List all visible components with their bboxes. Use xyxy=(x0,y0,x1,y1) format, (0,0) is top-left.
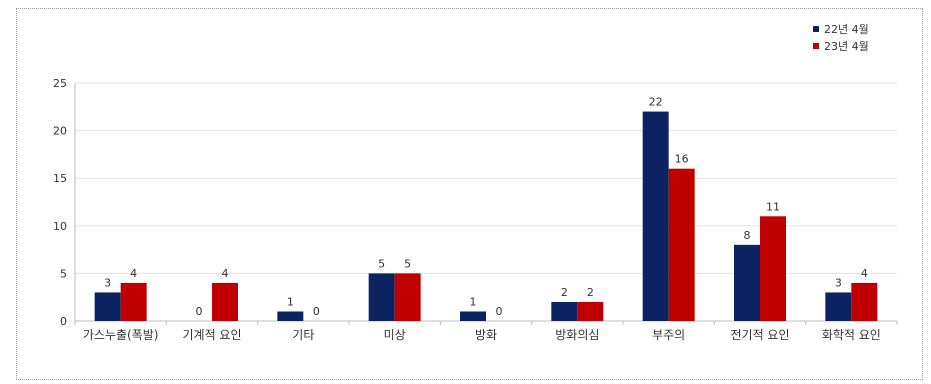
legend-swatch xyxy=(813,43,819,49)
x-tick-label: 방화 xyxy=(475,328,497,342)
y-tick-label: 5 xyxy=(60,267,67,280)
data-label: 8 xyxy=(744,229,751,242)
data-label: 4 xyxy=(861,267,868,280)
data-label: 0 xyxy=(313,305,320,318)
bar-series-2 xyxy=(668,168,695,321)
bar-series-1 xyxy=(460,311,486,321)
x-tick-label: 전기적 요인 xyxy=(730,328,789,342)
legend-label: 23년 4월 xyxy=(824,40,869,53)
data-label: 3 xyxy=(835,276,842,289)
bar-series-1 xyxy=(734,244,760,321)
bar-series-2 xyxy=(577,301,604,321)
data-label: 16 xyxy=(675,153,689,166)
legend-swatch xyxy=(813,26,819,32)
data-label: 0 xyxy=(496,305,503,318)
x-tick-label: 기계적 요인 xyxy=(182,328,241,342)
y-tick-label: 20 xyxy=(53,125,67,138)
x-tick-label: 기타 xyxy=(292,328,314,342)
bar-series-2 xyxy=(760,216,786,321)
bar-series-2 xyxy=(120,282,147,321)
data-label: 5 xyxy=(378,257,385,270)
data-label: 22 xyxy=(649,96,663,109)
data-label: 4 xyxy=(130,267,137,280)
y-tick-label: 15 xyxy=(53,172,67,185)
data-label: 0 xyxy=(196,305,203,318)
data-label: 3 xyxy=(104,276,111,289)
legend-label: 22년 4월 xyxy=(824,23,869,36)
y-tick-label: 0 xyxy=(60,315,67,328)
x-tick-label: 방화의심 xyxy=(555,328,599,342)
legend: 22년 4월 23년 4월 xyxy=(813,23,869,53)
x-tick-label: 가스누출(폭발) xyxy=(83,328,159,342)
data-label: 1 xyxy=(287,295,294,308)
bar-series-1 xyxy=(277,311,304,321)
bars xyxy=(94,111,878,321)
data-label: 2 xyxy=(561,286,568,299)
bar-series-1 xyxy=(368,273,395,321)
bar-series-2 xyxy=(394,273,421,321)
bar-series-2 xyxy=(851,282,878,321)
data-label: 11 xyxy=(766,200,780,213)
bar-series-1 xyxy=(551,301,578,321)
y-tick-label: 25 xyxy=(53,77,67,90)
y-tick-label: 10 xyxy=(53,220,67,233)
bar-series-1 xyxy=(825,292,852,321)
data-label: 1 xyxy=(470,295,477,308)
bar-series-1 xyxy=(642,111,669,321)
data-label: 2 xyxy=(587,286,594,299)
bar-series-2 xyxy=(212,282,238,321)
data-label: 5 xyxy=(404,257,411,270)
x-tick-label: 미상 xyxy=(384,328,406,342)
bar-series-1 xyxy=(94,292,121,321)
data-label: 4 xyxy=(222,267,229,280)
x-tick-label: 부주의 xyxy=(652,328,685,342)
x-tick-label: 화학적 요인 xyxy=(822,328,881,342)
